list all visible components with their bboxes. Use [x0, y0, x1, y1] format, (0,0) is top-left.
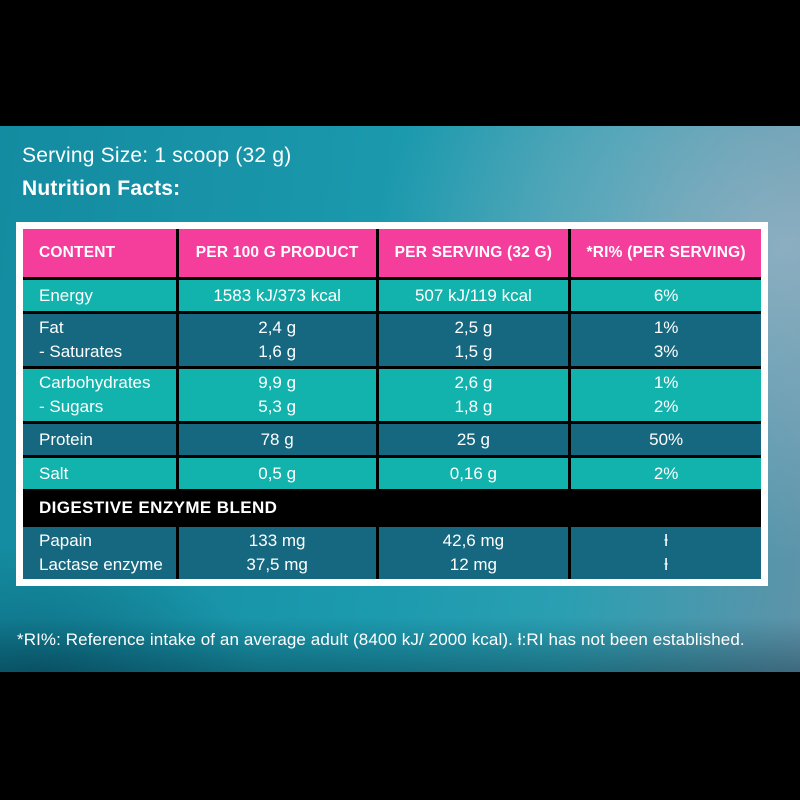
- energy-name-cell: Energy: [23, 280, 176, 311]
- header-cell-content: CONTENT: [23, 229, 176, 277]
- fat-ri-cell: 1% 3%: [571, 314, 761, 366]
- energy-per-100g-cell: 1583 kJ/373 kcal: [178, 280, 376, 311]
- table-row-carbohydrates: Carbohydrates - Sugars 9,9 g 5,3 g 2,6 g…: [23, 369, 761, 421]
- header-cell-ri-percent: *RI% (PER SERVING): [571, 229, 761, 277]
- carbs-ri-cell: 1% 2%: [571, 369, 761, 421]
- protein-per-serving-cell: 25 g: [378, 424, 569, 455]
- header-cell-per-serving: PER SERVING (32 G): [378, 229, 569, 277]
- enzymes-per-serving-cell: 42,6 mg 12 mg: [378, 527, 569, 579]
- salt-per-100g-cell: 0,5 g: [178, 458, 376, 489]
- protein-ri-cell: 50%: [571, 424, 761, 455]
- serving-size-text: Serving Size: 1 scoop (32 g): [22, 144, 292, 167]
- table-row-enzymes: Papain Lactase enzyme 133 mg 37,5 mg 42,…: [23, 527, 761, 579]
- enzymes-name-cell: Papain Lactase enzyme: [23, 527, 176, 579]
- table-row-energy: Energy 1583 kJ/373 kcal 507 kJ/119 kcal …: [23, 280, 761, 311]
- table-row-salt: Salt 0,5 g 0,16 g 2%: [23, 458, 761, 489]
- carbs-per-100g-cell: 9,9 g 5,3 g: [178, 369, 376, 421]
- enzymes-per-100g-cell: 133 mg 37,5 mg: [178, 527, 376, 579]
- energy-ri-cell: 6%: [571, 280, 761, 311]
- salt-name-cell: Salt: [23, 458, 176, 489]
- label-panel: Serving Size: 1 scoop (32 g) Nutrition F…: [0, 126, 800, 672]
- nutrition-facts-title: Nutrition Facts:: [22, 177, 181, 200]
- protein-name-cell: Protein: [23, 424, 176, 455]
- salt-ri-cell: 2%: [571, 458, 761, 489]
- reference-intake-footnote: *RI%: Reference intake of an average adu…: [17, 630, 745, 649]
- fat-per-serving-cell: 2,5 g 1,5 g: [378, 314, 569, 366]
- enzymes-ri-cell: ƚ ƚ: [571, 527, 761, 579]
- energy-per-serving-cell: 507 kJ/119 kcal: [378, 280, 569, 311]
- digestive-enzyme-blend-band: DIGESTIVE ENZYME BLEND: [23, 492, 761, 524]
- table-row-fat: Fat - Saturates 2,4 g 1,6 g 2,5 g 1,5 g …: [23, 314, 761, 366]
- salt-per-serving-cell: 0,16 g: [378, 458, 569, 489]
- fat-per-100g-cell: 2,4 g 1,6 g: [178, 314, 376, 366]
- table-header-row: CONTENT PER 100 G PRODUCT PER SERVING (3…: [23, 229, 761, 277]
- nutrition-table: CONTENT PER 100 G PRODUCT PER SERVING (3…: [16, 222, 768, 586]
- fat-name-cell: Fat - Saturates: [23, 314, 176, 366]
- carbs-name-cell: Carbohydrates - Sugars: [23, 369, 176, 421]
- protein-per-100g-cell: 78 g: [178, 424, 376, 455]
- carbs-per-serving-cell: 2,6 g 1,8 g: [378, 369, 569, 421]
- header-cell-per-100g: PER 100 G PRODUCT: [178, 229, 376, 277]
- table-row-protein: Protein 78 g 25 g 50%: [23, 424, 761, 455]
